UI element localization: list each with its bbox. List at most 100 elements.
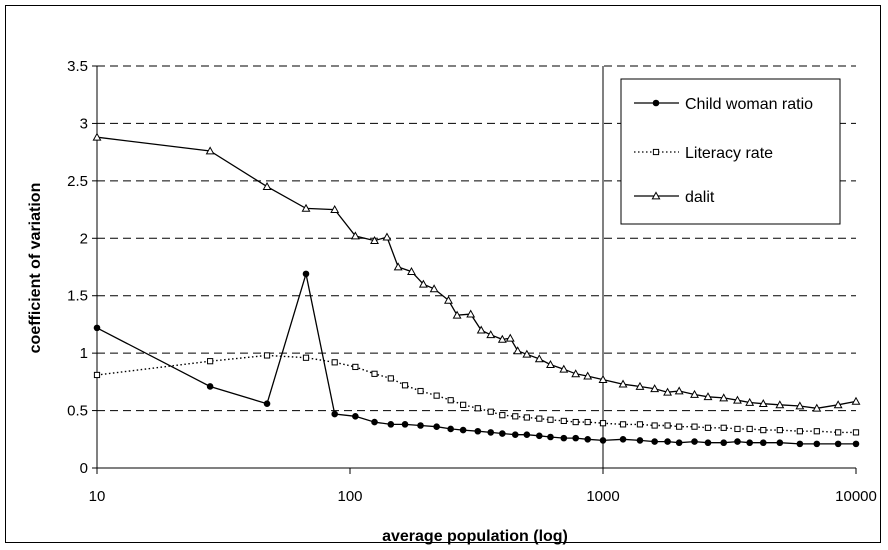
data-point (92, 132, 102, 141)
data-point (635, 381, 645, 390)
data-point (535, 432, 543, 440)
data-point (636, 437, 644, 444)
series-literacy-rate (93, 352, 860, 436)
data-point (474, 427, 482, 435)
data-point (487, 408, 494, 415)
data-point (207, 358, 214, 365)
data-point (704, 424, 712, 431)
data-point (852, 440, 860, 448)
data-point (546, 359, 555, 369)
data-point (733, 395, 742, 404)
data-point (796, 428, 803, 435)
data-point (676, 423, 683, 430)
series-line-child-woman-ratio (96, 273, 856, 445)
y-tick-label: 1.5 (67, 288, 88, 305)
data-point (795, 401, 805, 410)
y-tick-label: 0 (80, 460, 88, 477)
data-point (330, 204, 340, 213)
data-point (382, 232, 392, 241)
data-point (534, 354, 544, 363)
data-point (262, 181, 272, 190)
legend-swatch-marker (652, 148, 660, 156)
x-tick-labels: 10 100 1000 10000 (89, 468, 877, 505)
data-point (206, 383, 214, 390)
legend-item-child-woman-ratio: Child woman ratio (634, 96, 813, 113)
data-point (619, 421, 627, 428)
data-point (704, 439, 712, 447)
x-axis-title: average population (log) (382, 528, 568, 545)
y-tick-label: 1 (80, 345, 88, 362)
data-point (407, 266, 416, 275)
data-point (547, 416, 554, 423)
data-point (93, 324, 101, 332)
data-point (560, 417, 567, 425)
data-point (690, 389, 699, 398)
data-point (746, 425, 753, 433)
data-point (370, 235, 379, 244)
data-point (674, 386, 684, 395)
data-point (584, 435, 591, 443)
data-point (691, 438, 698, 445)
data-point (350, 231, 360, 240)
legend-item-literacy-rate: Literacy rate (634, 145, 773, 162)
data-point (746, 439, 753, 447)
data-point (522, 349, 532, 358)
data-point (205, 146, 215, 155)
data-point (401, 382, 409, 389)
series-line-literacy-rate (96, 354, 856, 434)
data-point (572, 434, 579, 442)
data-point (834, 440, 842, 448)
data-point (393, 262, 403, 271)
data-point (418, 279, 428, 288)
data-point (651, 422, 658, 429)
data-point (447, 425, 454, 433)
data-point (513, 346, 523, 355)
data-point (444, 295, 453, 304)
legend-label: Literacy rate (685, 145, 773, 162)
data-point (619, 435, 627, 443)
data-point (433, 423, 440, 430)
data-point (796, 440, 804, 448)
y-tick-label: 0.5 (67, 403, 88, 420)
data-point (776, 439, 784, 447)
y-tick-label: 3 (80, 115, 88, 132)
series-child-woman-ratio (93, 270, 860, 448)
data-point (371, 370, 378, 377)
data-point (505, 333, 515, 342)
data-point (833, 400, 843, 409)
data-point (474, 405, 481, 412)
data-point (401, 421, 409, 428)
data-point (663, 387, 673, 396)
data-point (720, 424, 727, 431)
data-point (759, 439, 767, 447)
data-point (734, 438, 741, 445)
data-point (497, 334, 507, 343)
data-point (852, 429, 860, 436)
data-point (387, 375, 394, 382)
series-group (92, 132, 861, 448)
data-point (352, 363, 359, 371)
data-point (466, 309, 476, 318)
data-point (734, 425, 741, 433)
data-point (675, 439, 683, 447)
data-point (499, 430, 506, 437)
x-tick-label: 1000 (586, 488, 619, 505)
y-tick-label: 3.5 (67, 58, 88, 75)
data-point (636, 421, 644, 428)
data-point (571, 369, 581, 378)
x-tick-label: 100 (337, 488, 362, 505)
data-point (536, 415, 543, 422)
data-point (813, 440, 821, 448)
data-point (302, 270, 310, 278)
data-point (387, 421, 395, 428)
data-point (93, 371, 101, 379)
data-point (775, 400, 785, 409)
data-point (301, 203, 311, 212)
data-point (584, 418, 591, 426)
data-point (452, 310, 462, 319)
data-point (331, 359, 338, 366)
legend-label: dalit (685, 189, 715, 206)
data-point (429, 284, 439, 293)
data-point (650, 384, 660, 393)
